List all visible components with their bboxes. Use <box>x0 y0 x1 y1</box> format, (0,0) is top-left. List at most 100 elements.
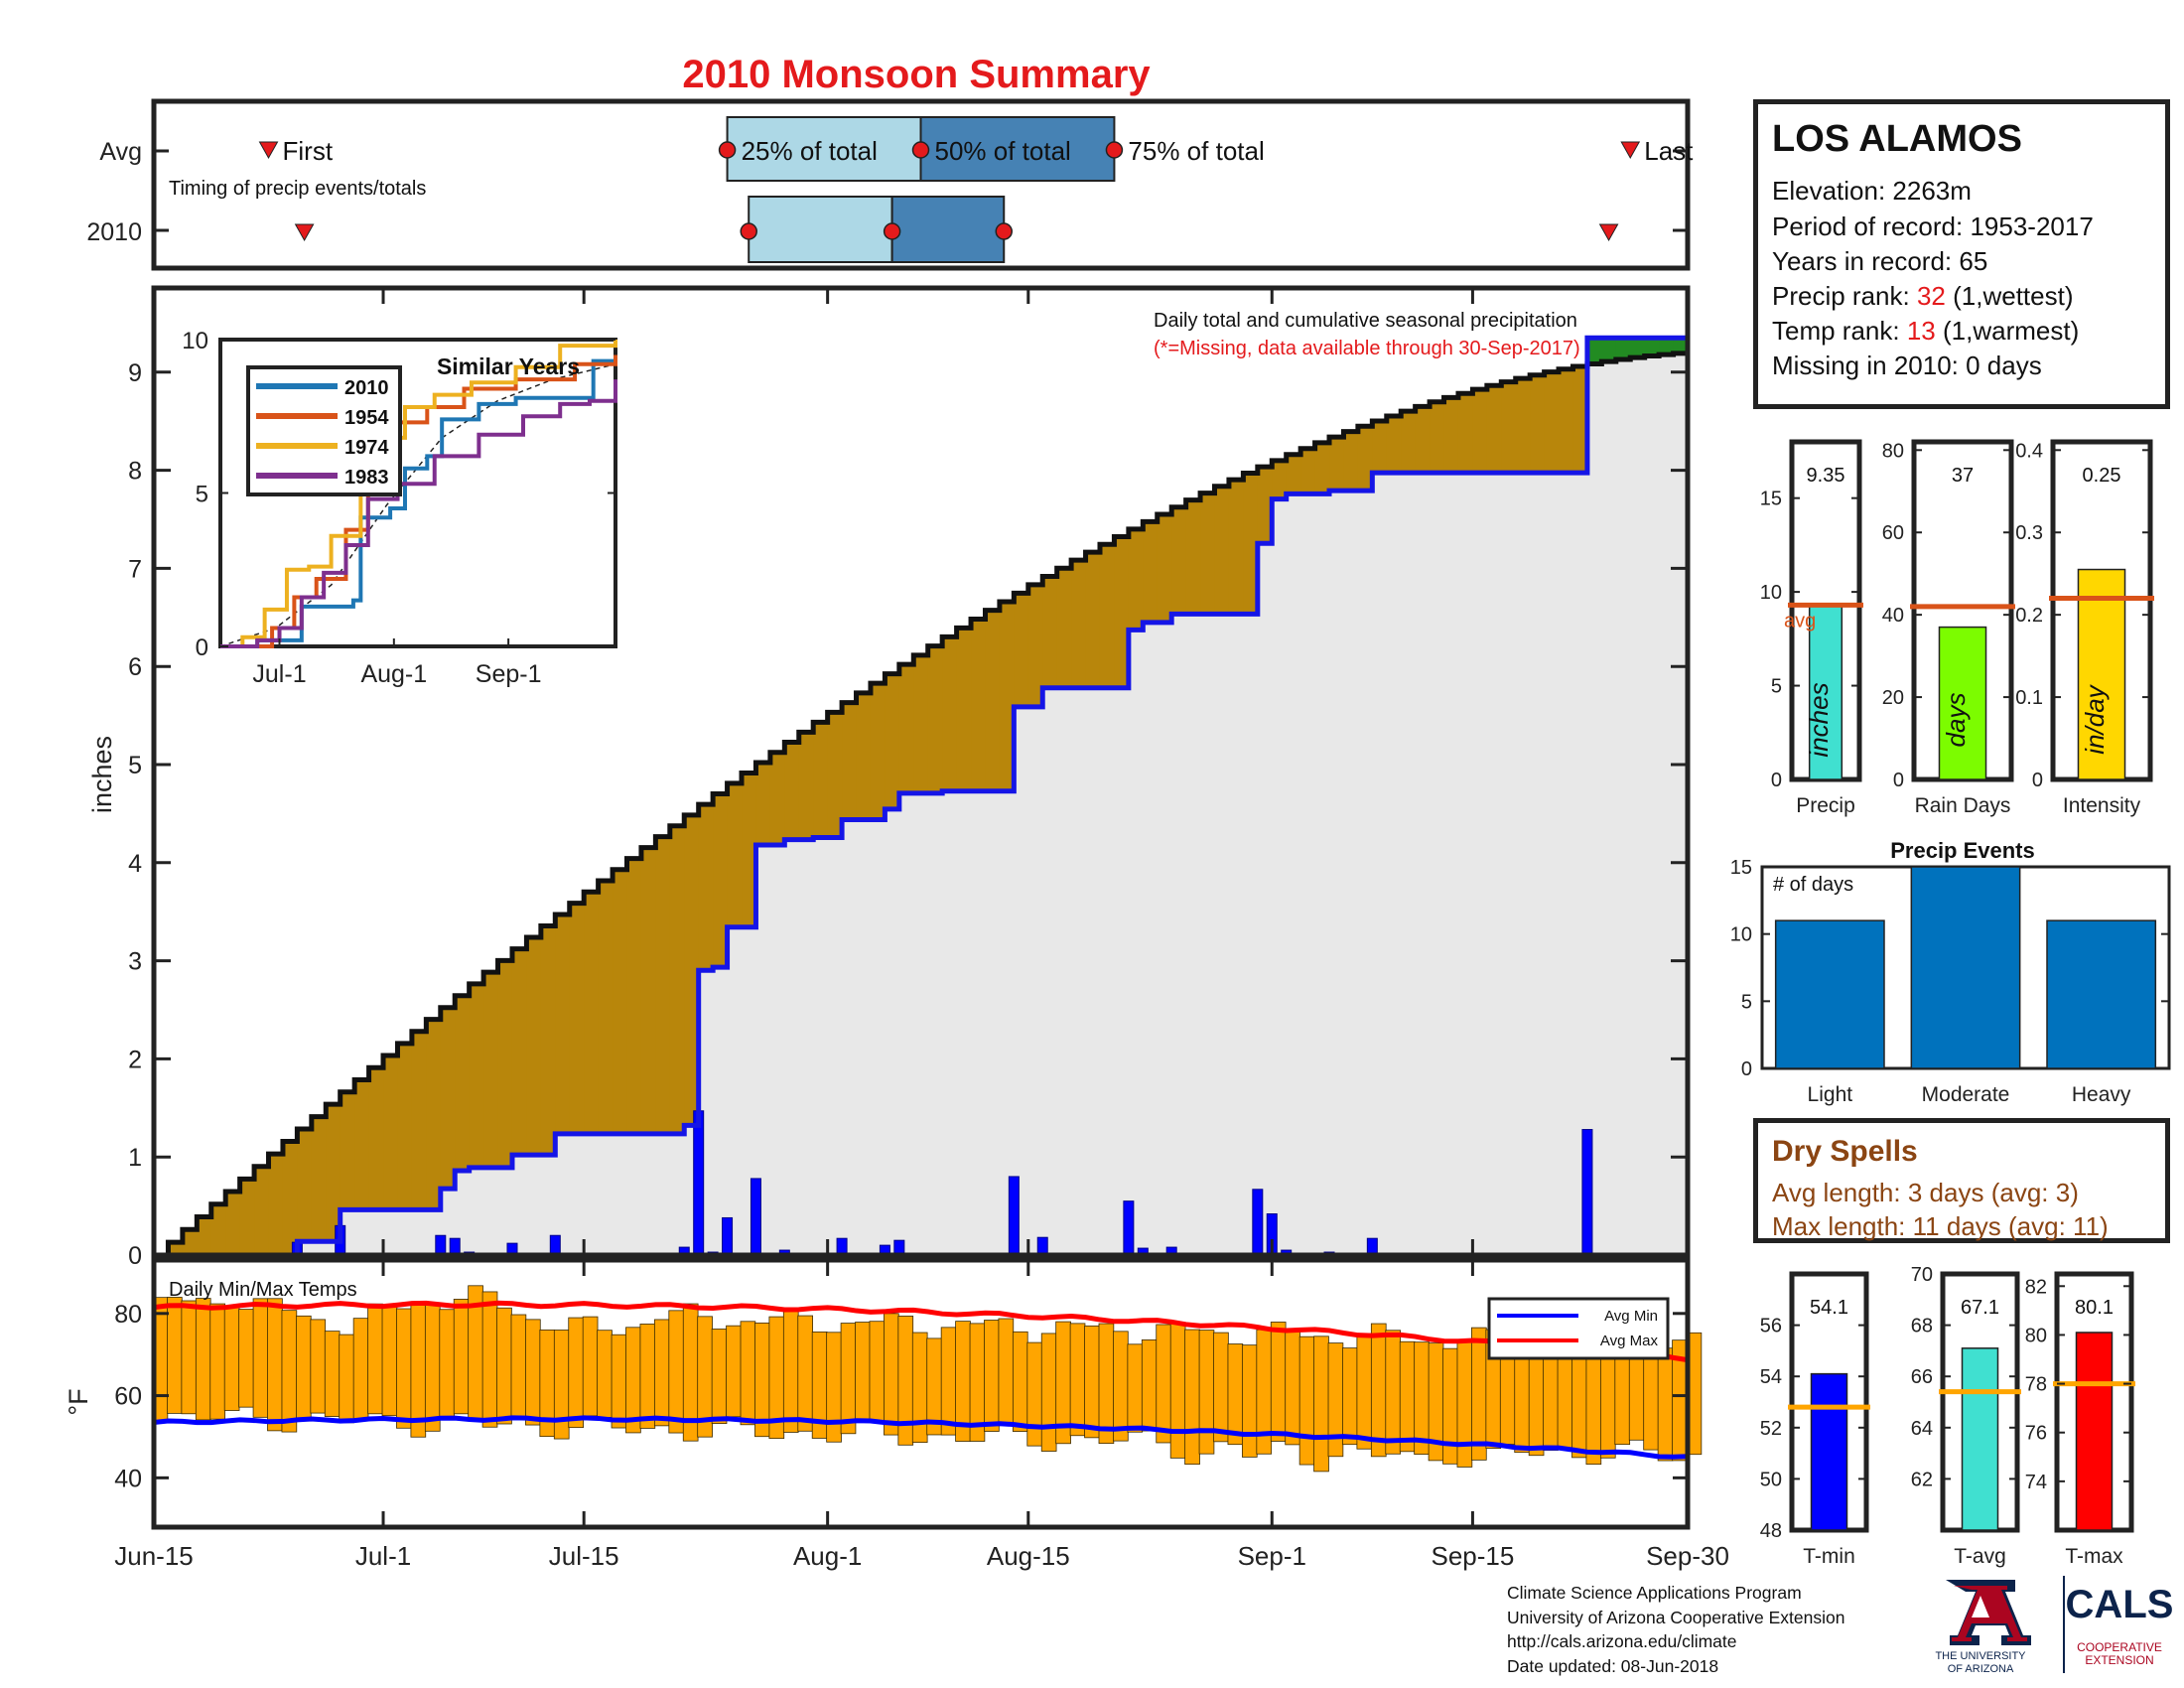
avg-last-marker <box>1620 141 1641 160</box>
temp-ylabel: °F <box>64 1388 93 1415</box>
daily-temp-bar <box>424 1305 441 1432</box>
timing-row-year: 2010 <box>86 218 142 246</box>
daily-precip-bar <box>1123 1200 1135 1256</box>
daily-temp-bar <box>984 1320 1000 1432</box>
cumulative-diff-fill <box>985 610 1001 791</box>
timing-caption: Timing of precip events/totals <box>169 178 426 200</box>
events-title: Precip Events <box>1890 838 2035 863</box>
date-tick-label: Jul-15 <box>549 1541 619 1571</box>
daily-precip-bar <box>722 1216 734 1256</box>
temp-legend <box>1487 1297 1670 1360</box>
pct50-label: 50% of total <box>935 136 1071 166</box>
daily-temp-bar <box>653 1319 670 1427</box>
cumulative-diff-fill <box>1572 365 1588 474</box>
avg-50-marker <box>911 141 930 159</box>
daily-temp-bar <box>740 1321 756 1426</box>
cumulative-diff-fill <box>927 645 943 793</box>
stat-unit: in/day <box>2080 683 2110 754</box>
stat-ytick-label: 10 <box>1760 582 1782 604</box>
precip-ytick-label: 5 <box>128 752 142 779</box>
daily-temp-bar <box>1026 1341 1043 1447</box>
inset-xtick-label: Jul-1 <box>252 660 306 688</box>
last-label: Last <box>1644 136 1694 166</box>
daily-precip-bar <box>750 1178 761 1256</box>
precip-ytick-label: 3 <box>128 948 142 976</box>
figure-title: 2010 Monsoon Summary <box>682 53 1151 96</box>
stat-ytick-label: 52 <box>1760 1418 1782 1440</box>
cumulative-diff-fill <box>383 1055 399 1210</box>
cumulative-diff-fill <box>798 732 814 840</box>
inset-ytick-label: 0 <box>196 634 208 661</box>
daily-precip-bar <box>549 1234 561 1256</box>
stat-ytick-label: 56 <box>1760 1316 1782 1337</box>
temp-ytick-label: 80 <box>114 1301 142 1329</box>
daily-temp-bar <box>998 1318 1015 1425</box>
stat-precip-panel: 0 5 10 15 9.35 Precip inches avg <box>1760 439 1863 817</box>
cumulative-diff-fill <box>1659 338 1675 355</box>
stat-bar <box>1961 1347 1999 1531</box>
cumulative-diff-fill <box>913 654 929 793</box>
cumulative-diff-fill <box>684 814 700 1126</box>
daily-temp-bar <box>826 1332 842 1443</box>
stat-label: Rain Days <box>1915 794 2011 817</box>
timing-panel: Avg 2010 Timing of precip events/totals … <box>86 98 1694 271</box>
credits-url[interactable]: http://cals.arizona.edu/climate <box>1507 1631 1737 1651</box>
cumulative-diff-fill <box>813 722 829 838</box>
cumulative-diff-fill <box>1286 454 1301 494</box>
daily-temp-bar <box>1227 1343 1244 1446</box>
daily-temp-bar <box>252 1298 269 1418</box>
daily-precip-bar <box>1008 1176 1020 1256</box>
cumulative-diff-fill <box>1501 381 1517 474</box>
stat-avg-label: avg <box>1784 610 1816 632</box>
daily-temp-bar <box>639 1324 656 1429</box>
cals-logo-line1: COOPERATIVE <box>2077 1640 2162 1654</box>
stat-ytick-label: 68 <box>1911 1316 1933 1337</box>
stat-ytick-label: 70 <box>1911 1264 1933 1286</box>
cumulative-diff-fill <box>1228 480 1244 615</box>
cumulative-diff-fill <box>1401 411 1417 474</box>
daily-temp-bar <box>1084 1325 1100 1439</box>
precip-ytick-label: 1 <box>128 1144 142 1172</box>
cumulative-diff-fill <box>755 763 771 845</box>
stat-raindays-panel: 0 20 40 60 80 37 Rain Days days <box>1882 439 2015 817</box>
daily-temp-bar <box>1557 1345 1573 1450</box>
daily-temp-bar <box>1113 1331 1129 1442</box>
daily-temp-bar <box>396 1308 412 1429</box>
daily-temp-bar <box>1471 1327 1487 1461</box>
daily-temp-bar <box>1213 1332 1229 1443</box>
daily-temp-bar <box>568 1317 584 1429</box>
daily-temp-bar <box>668 1310 685 1434</box>
year-last-marker <box>1598 223 1619 242</box>
station-elevation: Elevation: 2263m <box>1772 176 1972 206</box>
station-precip-rank: Precip rank: 32 (1,wettest) <box>1772 281 2074 311</box>
ua-logo-line1: THE UNIVERSITY <box>1935 1650 2026 1662</box>
legend-label-2010: 2010 <box>344 377 389 399</box>
cumulative-diff-fill <box>1443 397 1459 474</box>
daily-precip-bar <box>1366 1237 1378 1256</box>
stat-value: 67.1 <box>1961 1297 1999 1319</box>
cumulative-diff-fill <box>1099 544 1116 688</box>
events-category-label: Light <box>1808 1083 1853 1106</box>
daily-precip-bar <box>693 1110 705 1256</box>
daily-temp-bar <box>1385 1330 1402 1455</box>
daily-precip-bar <box>1581 1129 1593 1256</box>
cumulative-diff-fill <box>713 793 729 968</box>
cumulative-diff-fill <box>1071 560 1087 688</box>
precip-ytick-label: 2 <box>128 1046 142 1073</box>
date-tick-label: Sep-1 <box>1238 1541 1306 1571</box>
credits-date: Date updated: 08-Jun-2018 <box>1507 1655 1719 1676</box>
cumulative-diff-fill <box>1515 378 1531 474</box>
cumulative-diff-fill <box>1372 421 1388 474</box>
daily-temp-bar <box>711 1329 728 1425</box>
stat-ytick-label: 74 <box>2025 1472 2047 1493</box>
cumulative-diff-fill <box>742 773 757 927</box>
daily-temp-bar <box>597 1330 613 1418</box>
legend-avg-max: Avg Max <box>1600 1333 1659 1349</box>
cumulative-diff-fill <box>1185 499 1201 615</box>
daily-temp-bar <box>1543 1346 1559 1451</box>
dry-spells-title: Dry Spells <box>1772 1135 1918 1168</box>
legend-label-1983: 1983 <box>344 467 389 489</box>
daily-precip-bar <box>449 1237 461 1256</box>
precip-note: Daily total and cumulative seasonal prec… <box>1154 310 1577 332</box>
